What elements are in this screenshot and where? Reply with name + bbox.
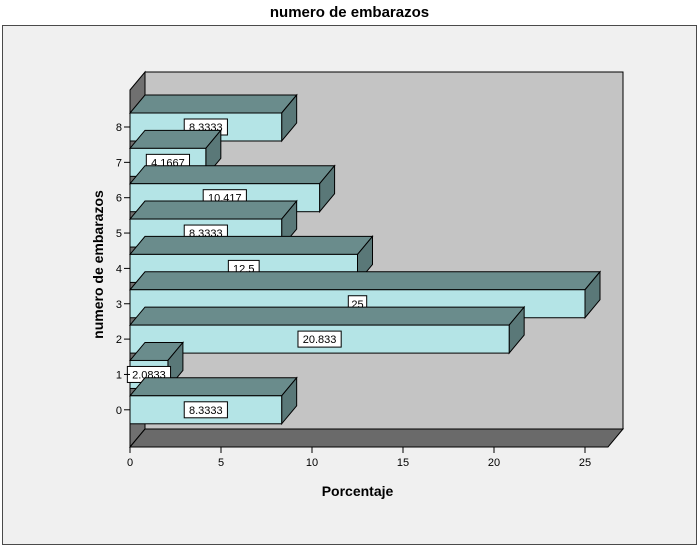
y-tick-label: 1 bbox=[116, 369, 122, 381]
x-tick-label: 15 bbox=[397, 457, 409, 469]
y-tick-label: 0 bbox=[116, 405, 122, 417]
bar-top-face bbox=[128, 94, 298, 114]
x-axis-title: Porcentaje bbox=[322, 483, 394, 499]
bar-top-face bbox=[128, 377, 298, 397]
y-axis-title: numero de embarazos bbox=[90, 190, 106, 339]
bars-group: 8.33334.166710.4178.333312.52520.8332.08… bbox=[126, 93, 602, 426]
data-label: 8.3333 bbox=[189, 405, 223, 417]
y-axis: 0 1 2 3 4 5 6 7 8 bbox=[116, 122, 130, 417]
bar-4: 12.5 bbox=[128, 235, 374, 284]
bar-top-face bbox=[128, 271, 602, 291]
x-tick-label: 10 bbox=[306, 457, 318, 469]
y-tick-label: 5 bbox=[116, 228, 122, 240]
x-axis: 0 5 10 15 20 25 bbox=[127, 447, 591, 469]
y-tick-label: 4 bbox=[116, 263, 122, 275]
y-tick-label: 2 bbox=[116, 334, 122, 346]
bar-0: 8.3333 bbox=[128, 376, 298, 426]
x-tick-label: 20 bbox=[488, 457, 500, 469]
data-label-box bbox=[297, 330, 342, 348]
x-tick-label: 0 bbox=[127, 457, 133, 469]
y-tick-label: 3 bbox=[116, 299, 122, 311]
bar-top-face bbox=[128, 200, 298, 220]
chart-title: numero de embarazos bbox=[269, 4, 430, 21]
x-tick-label: 25 bbox=[579, 457, 591, 469]
y-tick-label: 7 bbox=[116, 157, 122, 169]
x-tick-label: 5 bbox=[218, 457, 224, 469]
data-label: 20.833 bbox=[303, 334, 337, 346]
bar-top-face bbox=[128, 129, 222, 149]
bar-top-face bbox=[128, 235, 374, 255]
bar-2: 20.833 bbox=[128, 305, 526, 355]
bar-top-face bbox=[128, 165, 336, 185]
floor bbox=[128, 428, 625, 448]
data-label-box bbox=[183, 401, 228, 419]
bar-top-face bbox=[128, 306, 526, 326]
y-tick-label: 6 bbox=[116, 193, 122, 205]
y-tick-label: 8 bbox=[116, 122, 122, 134]
